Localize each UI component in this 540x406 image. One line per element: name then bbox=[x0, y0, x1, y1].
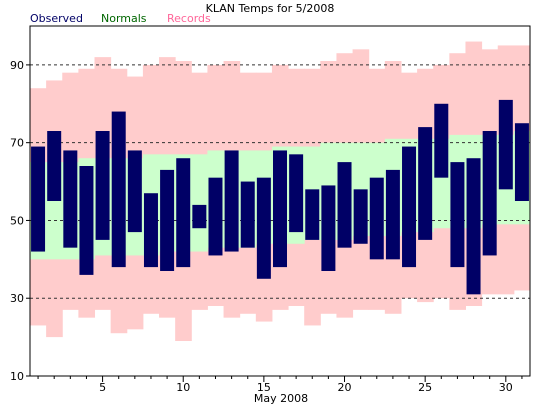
observed-bar-day-7 bbox=[127, 150, 142, 233]
legend-normals: Normals bbox=[101, 12, 147, 25]
observed-bar-day-20 bbox=[337, 162, 352, 248]
observed-bar-day-12 bbox=[208, 177, 223, 256]
y-tick-label-10: 10 bbox=[10, 370, 24, 383]
observed-bar-day-21 bbox=[353, 189, 368, 244]
observed-bar-day-9 bbox=[160, 169, 175, 271]
observed-bar-day-30 bbox=[498, 99, 513, 190]
observed-bar-day-15 bbox=[256, 177, 271, 279]
legend-records: Records bbox=[167, 12, 211, 25]
observed-bar-day-18 bbox=[305, 189, 320, 240]
observed-bar-day-26 bbox=[434, 103, 449, 178]
observed-bar-day-10 bbox=[176, 158, 191, 268]
observed-bar-day-6 bbox=[111, 111, 126, 268]
observed-bar-day-28 bbox=[466, 158, 481, 295]
observed-bar-day-23 bbox=[385, 169, 400, 260]
observed-bar-day-27 bbox=[450, 162, 465, 268]
observed-bar-day-5 bbox=[95, 131, 110, 240]
normals-bar-day-11 bbox=[191, 154, 208, 252]
x-tick-label-25: 25 bbox=[418, 381, 432, 394]
legend-observed: Observed bbox=[30, 12, 83, 25]
observed-bar-day-3 bbox=[63, 150, 78, 248]
observed-bar-day-14 bbox=[240, 181, 255, 248]
observed-bar-day-4 bbox=[79, 166, 94, 275]
observed-bar-day-1 bbox=[31, 146, 46, 252]
x-tick-label-5: 5 bbox=[99, 381, 106, 394]
observed-bar-day-31 bbox=[514, 123, 529, 201]
x-tick-label-10: 10 bbox=[176, 381, 190, 394]
observed-bar-day-19 bbox=[321, 185, 336, 271]
y-tick-label-90: 90 bbox=[10, 59, 24, 72]
y-tick-label-70: 70 bbox=[10, 137, 24, 150]
x-tick-label-30: 30 bbox=[499, 381, 513, 394]
observed-bar-day-17 bbox=[289, 154, 304, 233]
observed-series bbox=[31, 99, 529, 295]
observed-bar-day-22 bbox=[369, 177, 384, 260]
observed-bar-day-16 bbox=[273, 150, 287, 268]
observed-bar-day-2 bbox=[47, 131, 62, 201]
observed-bar-day-24 bbox=[402, 146, 417, 268]
y-tick-label-50: 50 bbox=[10, 214, 24, 227]
observed-bar-day-29 bbox=[482, 131, 497, 256]
x-tick-label-20: 20 bbox=[338, 381, 352, 394]
observed-bar-day-13 bbox=[224, 150, 239, 252]
y-tick-label-30: 30 bbox=[10, 292, 24, 305]
observed-bar-day-8 bbox=[143, 193, 158, 268]
chart-title: KLAN Temps for 5/2008 bbox=[206, 2, 335, 15]
y-axis: 10 30 50 70 90 bbox=[10, 59, 30, 383]
observed-bar-day-11 bbox=[192, 204, 207, 229]
x-axis-label: May 2008 bbox=[254, 392, 308, 405]
x-tick-label-15: 15 bbox=[257, 381, 271, 394]
observed-bar-day-25 bbox=[418, 127, 433, 240]
x-axis: 5 10 15 20 25 30 bbox=[37, 376, 523, 394]
